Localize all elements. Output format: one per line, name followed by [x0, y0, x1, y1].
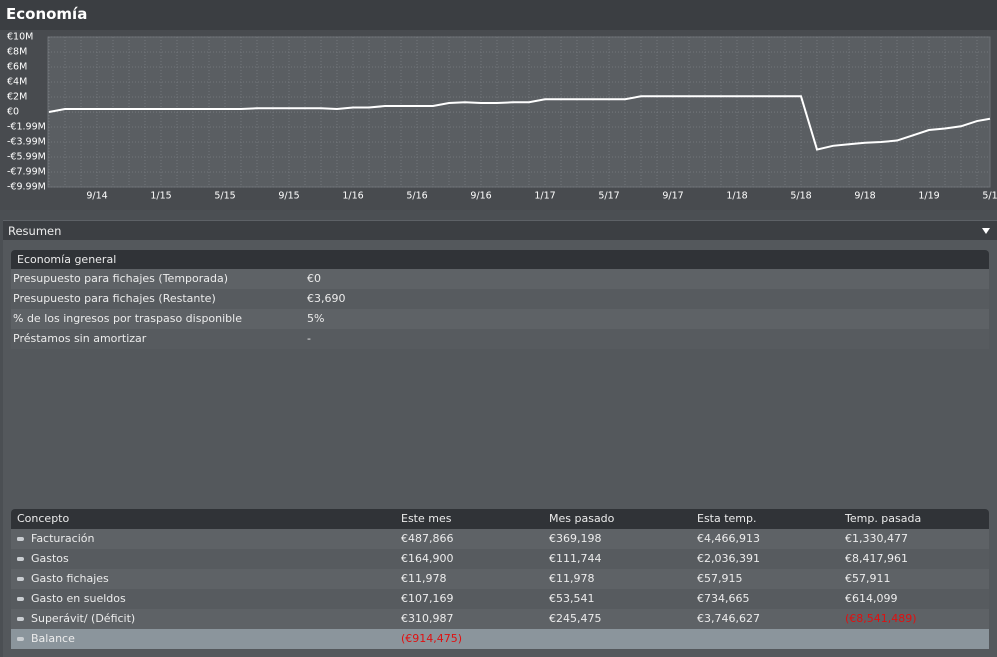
- table-cell: €57,911: [845, 572, 891, 585]
- table-cell: €3,746,627: [697, 612, 760, 625]
- x-tick-label: 9/18: [854, 191, 875, 202]
- column-header: Esta temp.: [697, 512, 757, 525]
- x-tick-label: 9/15: [278, 191, 299, 202]
- table-cell: 5%: [307, 312, 325, 325]
- y-tick-label: €8M: [7, 47, 27, 58]
- row-icon: [17, 637, 24, 641]
- summary-title: Resumen: [8, 224, 62, 238]
- finance-table: Concepto Este mes Mes pasado Esta temp. Temp…: [11, 509, 989, 649]
- table-row: Gastos €164,900 €111,744 €2,036,391 €8,417,9…: [11, 549, 989, 569]
- x-tick-label: 1/17: [534, 191, 555, 202]
- row-icon: [17, 557, 24, 561]
- table-cell: €164,900: [401, 552, 454, 565]
- table-cell: €3,690: [307, 292, 346, 305]
- row-icon: [17, 537, 24, 541]
- table-row: Balance (€914,475): [11, 629, 989, 649]
- x-tick-label: 1/19: [918, 191, 939, 202]
- x-tick-label: 1/18: [726, 191, 747, 202]
- x-tick-label: 9/17: [662, 191, 683, 202]
- table-cell: €2,036,391: [697, 552, 760, 565]
- table-cell: €614,099: [845, 592, 898, 605]
- table-cell: €57,915: [697, 572, 743, 585]
- table-row: Gasto fichajes €11,978 €11,978 €57,915 €57,9…: [11, 569, 989, 589]
- table-cell: Superávit/ (Déficit): [31, 612, 136, 625]
- table-cell: €487,866: [401, 532, 454, 545]
- table-cell: % de los ingresos por traspaso disponibl…: [13, 312, 242, 325]
- table-cell: €369,198: [549, 532, 602, 545]
- table-cell: €11,978: [549, 572, 595, 585]
- page-title: Economía: [6, 5, 88, 23]
- x-tick-label: 5/17: [598, 191, 619, 202]
- summary-bar[interactable]: Resumen: [3, 220, 997, 240]
- table-cell: €8,417,961: [845, 552, 908, 565]
- y-tick-label: -€1.99M: [7, 121, 46, 132]
- column-header: Este mes: [401, 512, 452, 525]
- x-tick-label: 9/16: [470, 191, 491, 202]
- table-row: Facturación €487,866 €369,198 €4,466,913 €1,…: [11, 529, 989, 549]
- table-cell: Facturación: [31, 532, 95, 545]
- general-table: Economía general Presupuesto para fichaje…: [11, 250, 989, 349]
- table-cell: Préstamos sin amortizar: [13, 332, 147, 345]
- column-header: Concepto: [17, 512, 70, 525]
- table-cell: Gasto fichajes: [31, 572, 109, 585]
- y-tick-label: €4M: [7, 77, 27, 88]
- row-icon: [17, 617, 24, 621]
- section-title: Economía general: [17, 253, 117, 266]
- table-row: % de los ingresos por traspaso disponibl…: [11, 309, 989, 329]
- table-cell: (€914,475): [401, 632, 463, 645]
- y-tick-label: -€7.99M: [7, 166, 46, 177]
- table-row: Presupuesto para fichajes (Temporada) €0: [11, 269, 989, 289]
- table-cell: Presupuesto para fichajes (Restante): [13, 292, 216, 305]
- table-cell: €11,978: [401, 572, 447, 585]
- table-cell: Presupuesto para fichajes (Temporada): [13, 272, 229, 285]
- x-tick-label: 5/16: [406, 191, 427, 202]
- table-cell: €4,466,913: [697, 532, 760, 545]
- table-cell: €107,169: [401, 592, 454, 605]
- table-cell: (€8,541,489): [845, 612, 917, 625]
- table-cell: €53,541: [549, 592, 595, 605]
- table-cell: €1,330,477: [845, 532, 908, 545]
- title-bar: Economía: [0, 0, 997, 30]
- x-tick-label: 5/18: [790, 191, 811, 202]
- summary-panel: Economía general Presupuesto para fichaje…: [3, 240, 997, 657]
- table-header: Concepto Este mes Mes pasado Esta temp. Temp…: [11, 509, 989, 529]
- y-tick-label: €10M: [7, 32, 33, 43]
- line-series: [48, 95, 991, 151]
- y-tick-label: -€9.99M: [7, 182, 46, 193]
- dropdown-arrow[interactable]: [982, 228, 990, 234]
- table-cell: €310,987: [401, 612, 454, 625]
- column-header: Mes pasado: [549, 512, 615, 525]
- table-row: Gasto en sueldos €107,169 €53,541 €734,665 €…: [11, 589, 989, 609]
- table-cell: Gastos: [31, 552, 69, 565]
- table-cell: -: [307, 332, 311, 345]
- y-tick-label: -€3.99M: [7, 136, 46, 147]
- table-row: Presupuesto para fichajes (Restante) €3,6…: [11, 289, 989, 309]
- table-row: Préstamos sin amortizar -: [11, 329, 989, 349]
- y-tick-label: €6M: [7, 62, 27, 73]
- x-tick-label: 5/19: [982, 191, 997, 202]
- x-tick-label: 1/16: [342, 191, 363, 202]
- table-cell: Gasto en sueldos: [31, 592, 126, 605]
- row-icon: [17, 597, 24, 601]
- section-header: Economía general: [11, 250, 989, 269]
- y-tick-label: -€5.99M: [7, 151, 46, 162]
- table-cell: €245,475: [549, 612, 602, 625]
- x-tick-label: 5/15: [214, 191, 235, 202]
- table-cell: Balance: [31, 632, 75, 645]
- table-cell: €0: [307, 272, 321, 285]
- column-header: Temp. pasada: [845, 512, 922, 525]
- table-cell: €734,665: [697, 592, 750, 605]
- y-tick-label: €2M: [7, 92, 27, 103]
- y-tick-label: €0: [7, 107, 19, 118]
- chart: 9/14 1/15 5/15 9/15 1/16 5/16 9/16 1/17 5/17 9/17…: [7, 32, 997, 202]
- table-cell: €111,744: [549, 552, 602, 565]
- x-tick-label: 9/14: [86, 191, 107, 202]
- row-icon: [17, 577, 24, 581]
- x-tick-label: 1/15: [150, 191, 171, 202]
- table-row: Superávit/ (Déficit) €310,987 €245,475 €3,7…: [11, 609, 989, 629]
